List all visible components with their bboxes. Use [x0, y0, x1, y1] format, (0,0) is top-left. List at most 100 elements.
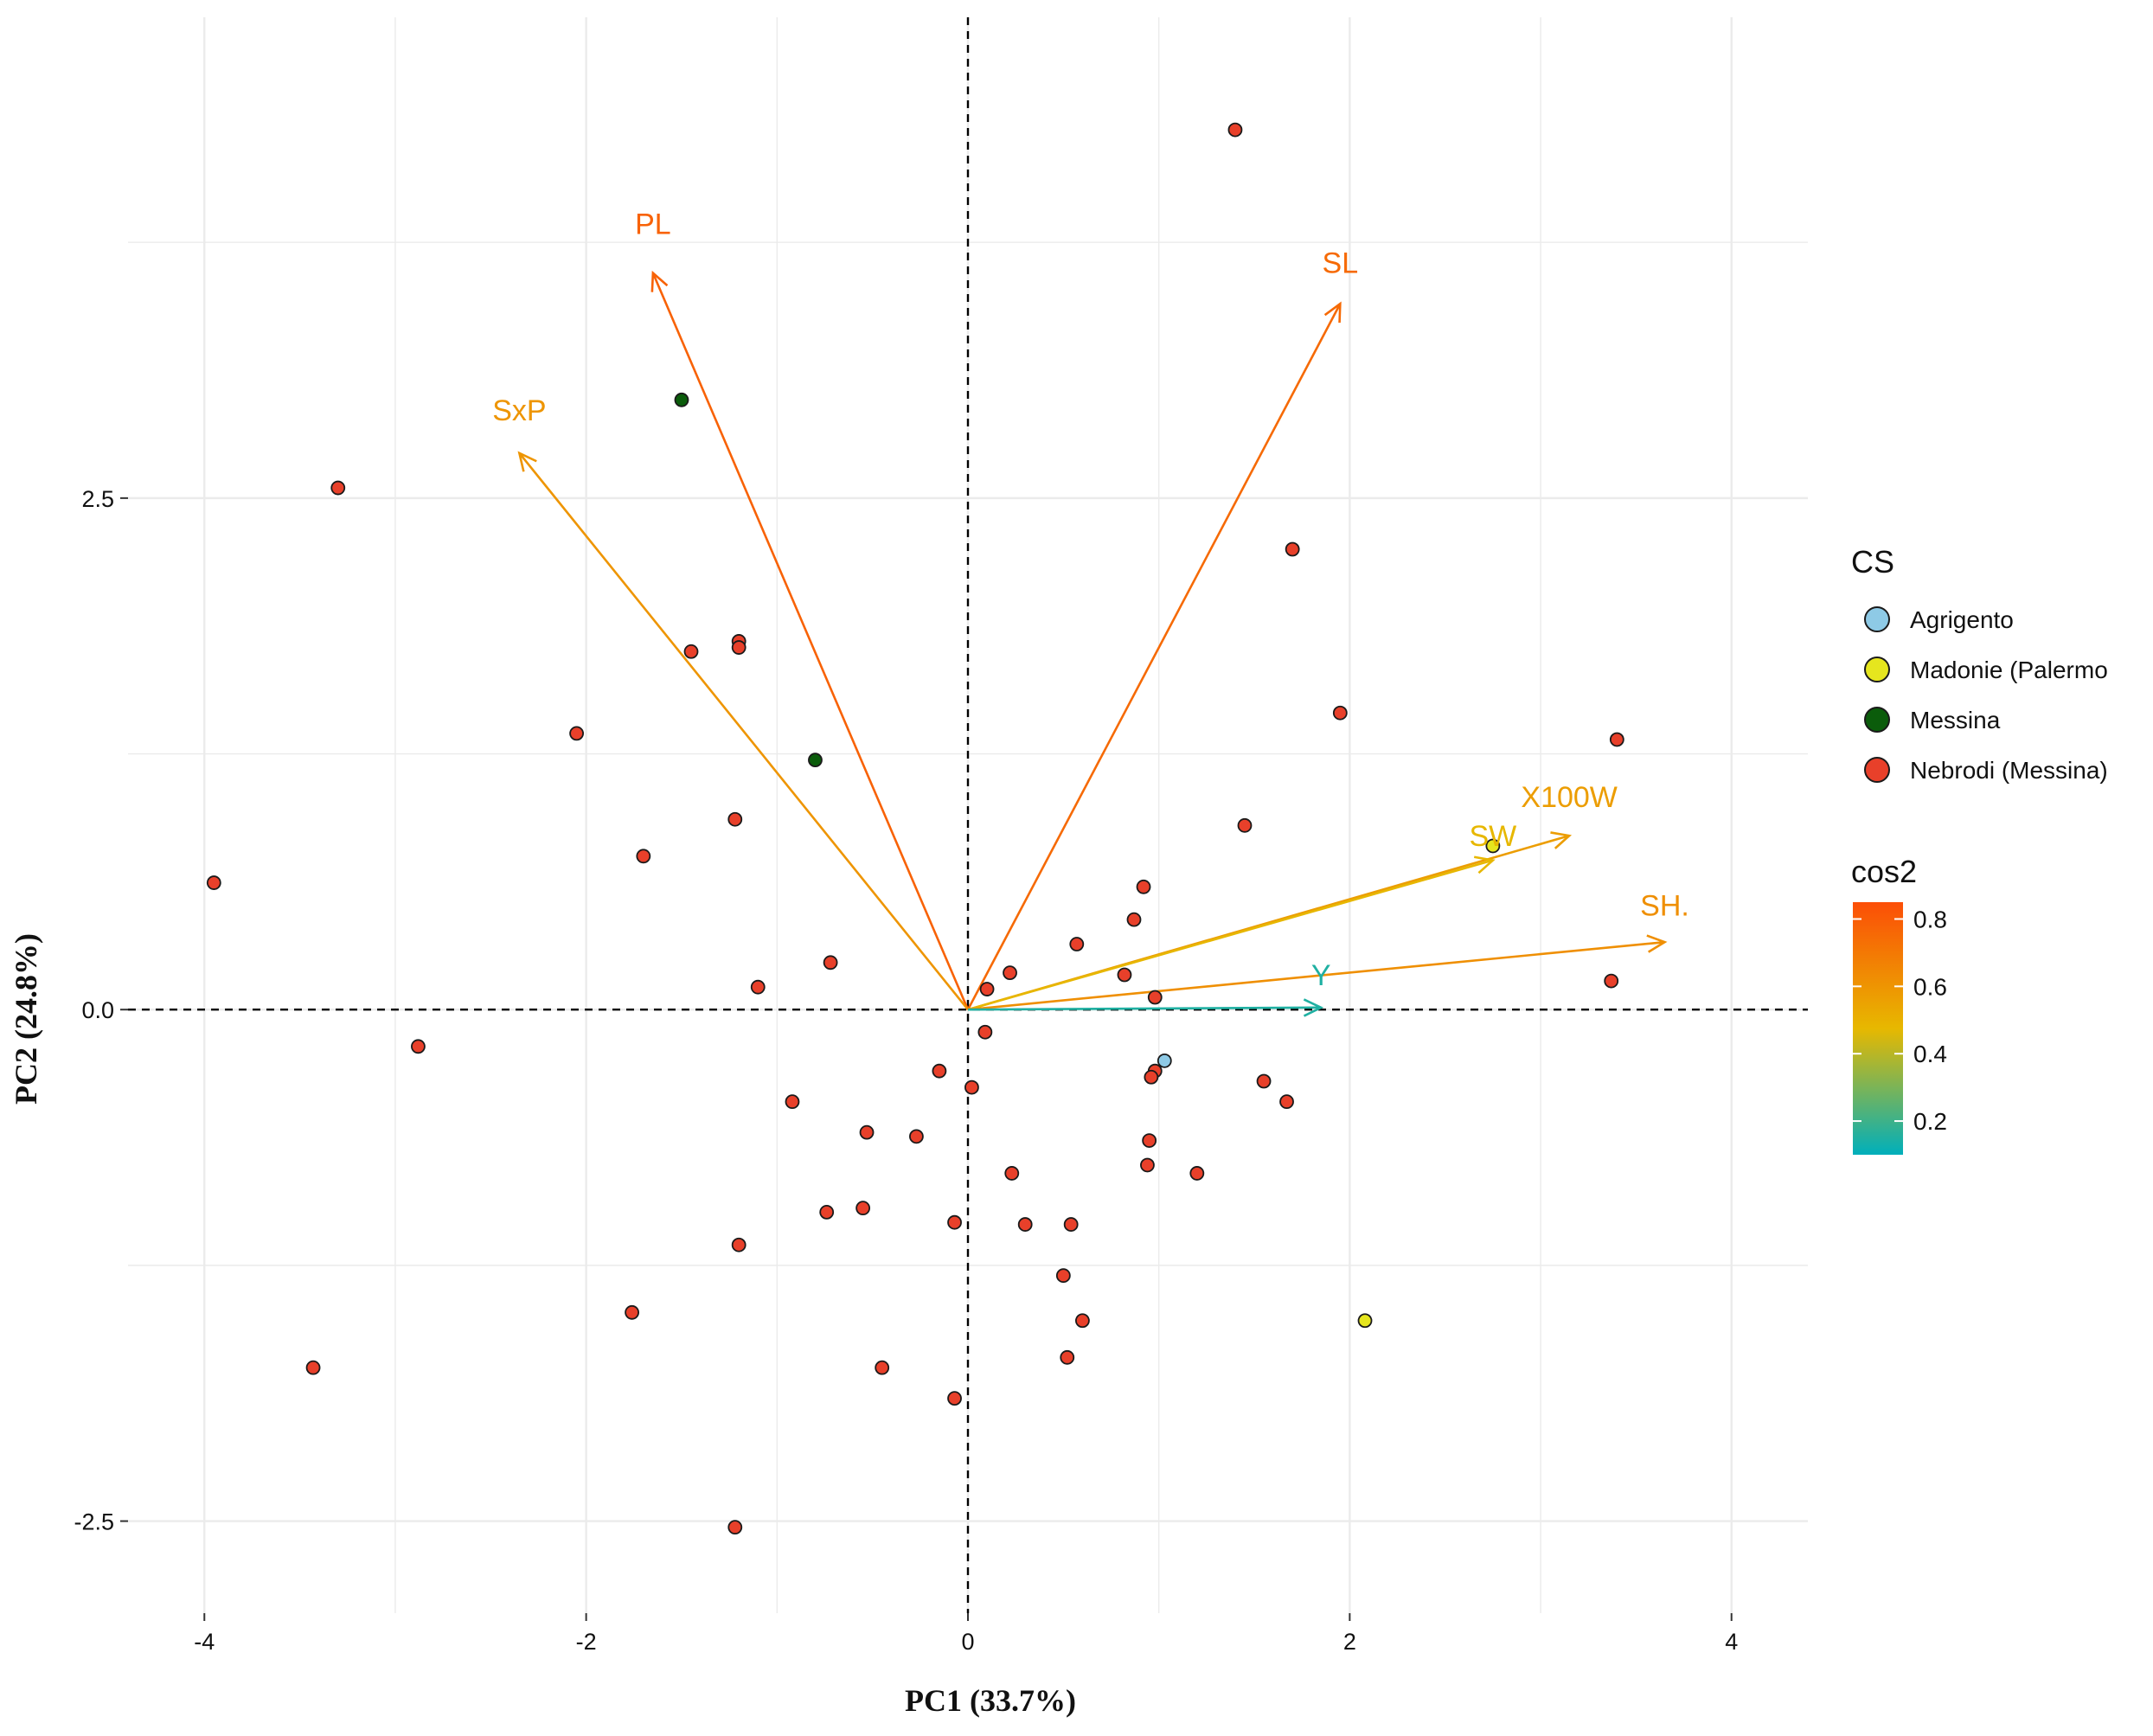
data-point [875, 1360, 890, 1375]
arrow-head [517, 451, 537, 472]
data-point [674, 392, 689, 407]
legend-cos2-title: cos2 [1851, 854, 1917, 889]
data-point [1140, 1157, 1155, 1173]
data-point [1157, 1053, 1172, 1068]
data-point [636, 849, 651, 864]
arrow-head [1550, 831, 1573, 849]
variable-arrows [517, 270, 1668, 1017]
data-point [750, 979, 766, 995]
legend-label: Messina [1910, 707, 2001, 733]
data-point [823, 955, 838, 970]
arrow-shaft [967, 859, 1494, 1011]
data-point [1136, 879, 1151, 894]
data-point [1604, 973, 1619, 989]
data-point [569, 726, 585, 741]
arrow-pl [650, 270, 970, 1010]
arrow-label-x100w: X100W [1521, 781, 1618, 814]
data-point [1256, 1073, 1272, 1089]
data-point [727, 1520, 743, 1535]
arrow-head [1323, 301, 1342, 323]
arrow-head [1303, 998, 1324, 1017]
arrow-shaft [967, 940, 1665, 1011]
arrow-sl [966, 301, 1342, 1010]
arrow-shaft [651, 272, 970, 1010]
data-point [727, 811, 743, 827]
data-point [1063, 1217, 1079, 1232]
data-point [683, 644, 699, 659]
arrow-label-sxp: SxP [492, 394, 546, 427]
data-point [1069, 937, 1085, 951]
legend-item: Nebrodi (Messina) [1864, 757, 2108, 784]
data-point [625, 1304, 639, 1320]
y-tick-label: 2.5 [81, 486, 114, 512]
arrow-head [1646, 934, 1668, 953]
arrow-label-sl: SL [1323, 247, 1359, 280]
data-point [1279, 1094, 1294, 1110]
data-point [1142, 1133, 1157, 1148]
y-tick-label: 0.0 [81, 997, 114, 1023]
arrow-sw [967, 855, 1496, 1011]
legend-item: Madonie (Palermo [1864, 657, 2108, 683]
y-tick-label: -2.5 [74, 1509, 114, 1535]
legend-swatch [1864, 606, 1890, 632]
data-point [947, 1214, 962, 1230]
data-point [305, 1360, 321, 1375]
cos2-tick-label: 0.4 [1913, 1041, 1947, 1067]
data-point [1060, 1349, 1075, 1365]
x-tick-label: 0 [961, 1629, 974, 1655]
data-point [947, 1391, 962, 1406]
x-axis-title: PC1 (33.7%) [905, 1683, 1076, 1718]
data-point [1003, 965, 1017, 981]
data-point [859, 1124, 875, 1140]
data-point [1017, 1217, 1033, 1232]
arrow-head [650, 270, 669, 292]
data-point [1237, 817, 1253, 833]
data-point [1332, 705, 1348, 721]
data-point [1004, 1166, 1020, 1181]
data-point [1144, 1069, 1159, 1085]
data-point [731, 1237, 747, 1252]
x-tick-label: -2 [576, 1629, 597, 1655]
legend-label: Nebrodi (Messina) [1910, 757, 2108, 784]
legend-item: Agrigento [1864, 606, 2014, 633]
arrow-shaft [966, 303, 1342, 1010]
cos2-tick-label: 0.6 [1913, 973, 1947, 1000]
legend-groups-title: CS [1851, 544, 1894, 580]
legend-swatch [1864, 657, 1890, 682]
data-points [206, 122, 1624, 1535]
arrow-head [1473, 855, 1496, 874]
data-point [411, 1039, 426, 1054]
data-point [1227, 122, 1243, 138]
arrow-sxp [517, 451, 970, 1011]
arrow-sh [967, 934, 1668, 1011]
data-point [1126, 912, 1142, 927]
data-point [979, 982, 995, 996]
data-point [855, 1201, 871, 1216]
data-point [1357, 1313, 1373, 1329]
cos2-tick-label: 0.2 [1913, 1108, 1947, 1135]
cos2-tick-label: 0.8 [1913, 906, 1947, 932]
arrow-label-sw: SW [1469, 820, 1516, 853]
legend-label: Madonie (Palermo [1910, 657, 2108, 683]
legend-item: Messina [1864, 707, 2001, 733]
arrow-label-pl: PL [635, 208, 671, 241]
reference-lines [128, 17, 1808, 1613]
data-point [1485, 838, 1501, 854]
data-point [819, 1204, 835, 1220]
axes: -4 -2 0 2 4 -2.5 0.0 2.5 [74, 486, 1738, 1655]
arrow-shaft [967, 1006, 1322, 1011]
data-point [1285, 541, 1300, 557]
data-point [330, 480, 346, 496]
data-point [932, 1063, 947, 1079]
legend-swatch [1864, 707, 1890, 733]
arrow-label-sh: SH. [1640, 889, 1689, 922]
data-point [731, 640, 747, 655]
legend-groups: CS Agrigento Madonie (Palermo Messina Nebro… [1851, 544, 2108, 784]
data-point [1147, 990, 1163, 1005]
data-point [785, 1094, 800, 1110]
data-point [206, 875, 221, 890]
y-axis-title: PC2 (24.8%) [9, 933, 43, 1105]
data-point [1189, 1166, 1205, 1181]
